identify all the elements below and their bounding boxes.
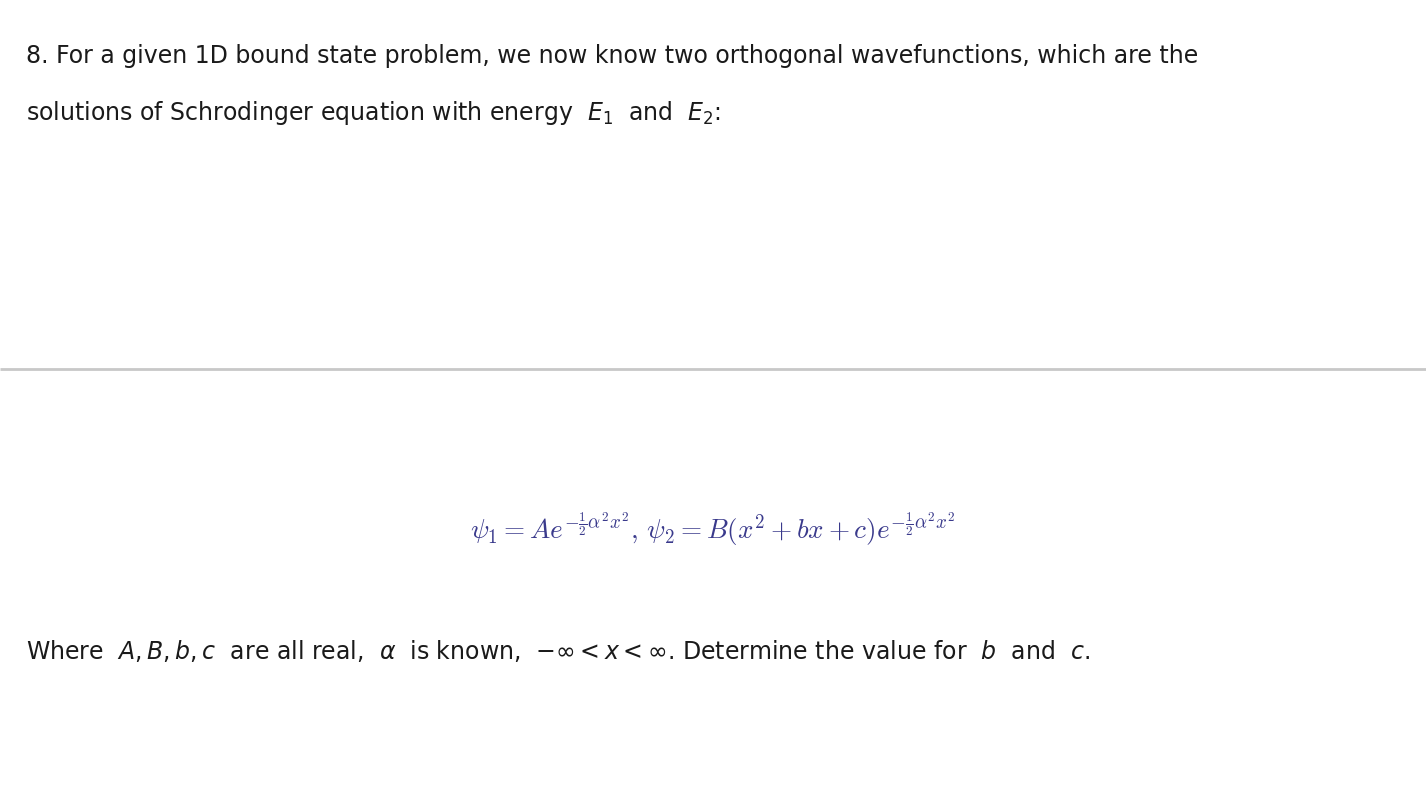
Text: Where  $A, B, b, c$  are all real,  $\alpha$  is known,  $-\infty < x < \infty$.: Where $A, B, b, c$ are all real, $\alpha… (26, 638, 1089, 664)
Text: solutions of Schrodinger equation with energy  $E_1$  and  $E_2$:: solutions of Schrodinger equation with e… (26, 99, 720, 127)
Text: 8. For a given 1D bound state problem, we now know two orthogonal wavefunctions,: 8. For a given 1D bound state problem, w… (26, 44, 1198, 69)
Text: $\psi_1 = Ae^{-\frac{1}{2}\alpha^2 x^2},\, \psi_2 = B(x^2 + bx + c)e^{-\frac{1}{: $\psi_1 = Ae^{-\frac{1}{2}\alpha^2 x^2},… (471, 511, 955, 548)
